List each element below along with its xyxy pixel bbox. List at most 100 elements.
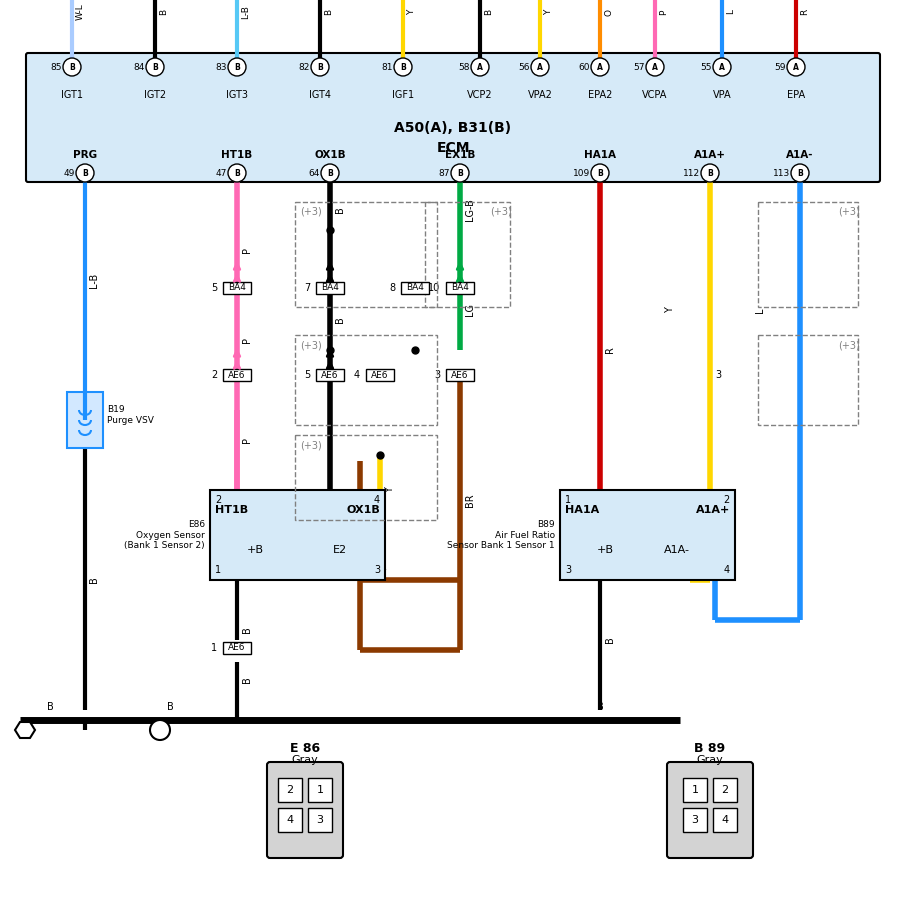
Circle shape xyxy=(76,164,94,182)
Text: OX1B: OX1B xyxy=(346,505,380,515)
Text: 2: 2 xyxy=(211,370,217,380)
Text: BA4: BA4 xyxy=(321,284,339,292)
Text: R: R xyxy=(605,346,615,354)
Text: L: L xyxy=(726,9,735,15)
Text: HA1A: HA1A xyxy=(584,150,616,160)
Text: B: B xyxy=(605,637,615,643)
Text: 58: 58 xyxy=(458,63,470,72)
Text: EPA2: EPA2 xyxy=(588,90,612,100)
Text: B: B xyxy=(167,702,173,712)
Text: B: B xyxy=(596,702,603,712)
Text: BA4: BA4 xyxy=(451,284,469,292)
Circle shape xyxy=(591,164,609,182)
Text: IGT3: IGT3 xyxy=(226,90,248,100)
Text: A: A xyxy=(477,63,483,72)
Text: Y: Y xyxy=(544,9,553,15)
FancyBboxPatch shape xyxy=(223,282,251,294)
Text: A1A-: A1A- xyxy=(664,545,690,555)
FancyBboxPatch shape xyxy=(446,369,474,381)
Text: 1: 1 xyxy=(211,643,217,653)
Circle shape xyxy=(646,58,664,76)
Text: LG-B: LG-B xyxy=(465,199,475,221)
Text: VPA2: VPA2 xyxy=(528,90,552,100)
FancyBboxPatch shape xyxy=(267,762,343,858)
Text: A1A-: A1A- xyxy=(787,150,814,160)
Circle shape xyxy=(394,58,412,76)
Circle shape xyxy=(228,58,246,76)
Text: E 86: E 86 xyxy=(290,742,320,755)
Text: EPA: EPA xyxy=(787,90,805,100)
Text: 1: 1 xyxy=(215,565,221,575)
Text: BA4: BA4 xyxy=(228,284,246,292)
Text: 5: 5 xyxy=(211,283,217,293)
Text: B: B xyxy=(69,63,75,72)
FancyBboxPatch shape xyxy=(713,778,737,802)
Text: L-B: L-B xyxy=(241,5,250,19)
FancyBboxPatch shape xyxy=(683,808,707,832)
Text: AE6: AE6 xyxy=(451,370,469,379)
Text: 10: 10 xyxy=(428,283,440,293)
FancyBboxPatch shape xyxy=(67,392,103,448)
Text: B: B xyxy=(89,577,99,583)
Circle shape xyxy=(228,164,246,182)
Text: A1A+: A1A+ xyxy=(694,150,726,160)
Text: 85: 85 xyxy=(51,63,62,72)
Text: 81: 81 xyxy=(382,63,393,72)
Text: +B: +B xyxy=(596,545,613,555)
Text: 4: 4 xyxy=(722,815,729,825)
Text: B: B xyxy=(597,169,603,178)
Text: B: B xyxy=(335,207,345,213)
Text: B: B xyxy=(235,169,240,178)
Text: 57: 57 xyxy=(633,63,645,72)
Text: 4: 4 xyxy=(724,565,730,575)
Text: 49: 49 xyxy=(64,169,75,178)
Text: A: A xyxy=(537,63,543,72)
Text: VCP2: VCP2 xyxy=(467,90,492,100)
Text: HA1A: HA1A xyxy=(565,505,599,515)
Text: 1: 1 xyxy=(317,785,324,795)
Text: R: R xyxy=(800,9,809,15)
Polygon shape xyxy=(15,722,35,738)
Text: A: A xyxy=(719,63,725,72)
Text: B: B xyxy=(707,169,713,178)
Text: B: B xyxy=(484,9,493,15)
Text: Gray: Gray xyxy=(696,755,723,765)
Text: (+3): (+3) xyxy=(838,340,860,350)
Text: IGT1: IGT1 xyxy=(61,90,83,100)
Text: 1: 1 xyxy=(692,785,698,795)
Text: (+3): (+3) xyxy=(838,207,860,217)
Text: AE6: AE6 xyxy=(228,643,245,652)
Text: B: B xyxy=(327,169,333,178)
Text: EX1B: EX1B xyxy=(445,150,475,160)
FancyBboxPatch shape xyxy=(210,490,385,580)
Text: B: B xyxy=(400,63,406,72)
Text: B: B xyxy=(335,317,345,324)
Text: B: B xyxy=(152,63,158,72)
Text: 7: 7 xyxy=(304,283,310,293)
Circle shape xyxy=(471,58,489,76)
Circle shape xyxy=(701,164,719,182)
Text: Y: Y xyxy=(407,9,416,15)
Text: 8: 8 xyxy=(389,283,395,293)
Text: ECM: ECM xyxy=(437,141,470,155)
Text: 60: 60 xyxy=(578,63,590,72)
Text: E86
Oxygen Sensor
(Bank 1 Sensor 2): E86 Oxygen Sensor (Bank 1 Sensor 2) xyxy=(124,520,205,550)
Text: 3: 3 xyxy=(373,565,380,575)
Circle shape xyxy=(531,58,549,76)
Text: B: B xyxy=(324,9,333,15)
Text: 3: 3 xyxy=(715,370,721,380)
Text: B: B xyxy=(235,63,240,72)
FancyBboxPatch shape xyxy=(308,778,332,802)
FancyBboxPatch shape xyxy=(223,369,251,381)
Circle shape xyxy=(150,720,170,740)
Text: 87: 87 xyxy=(438,169,450,178)
Text: W-L: W-L xyxy=(76,4,85,20)
Text: B89
Air Fuel Ratio
Sensor Bank 1 Sensor 1: B89 Air Fuel Ratio Sensor Bank 1 Sensor … xyxy=(447,520,555,550)
FancyBboxPatch shape xyxy=(26,53,880,182)
Text: 5: 5 xyxy=(304,370,310,380)
Text: (+3): (+3) xyxy=(491,207,512,217)
Text: OX1B: OX1B xyxy=(314,150,345,160)
Text: 56: 56 xyxy=(519,63,530,72)
Text: B19
Purge VSV: B19 Purge VSV xyxy=(107,405,154,424)
Text: P: P xyxy=(242,437,252,443)
